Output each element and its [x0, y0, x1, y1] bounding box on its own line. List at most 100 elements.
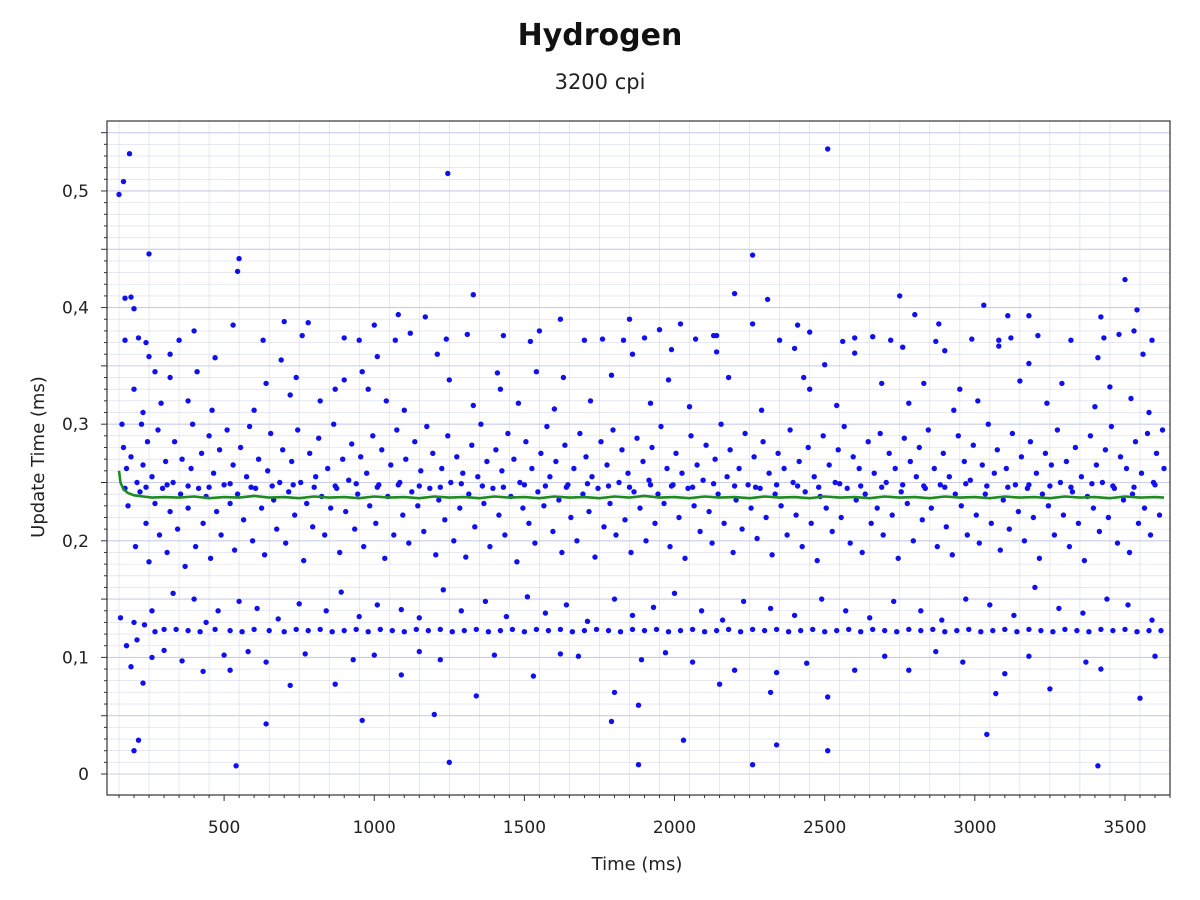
data-point: [799, 543, 805, 550]
data-point: [430, 450, 436, 456]
data-point: [307, 450, 313, 456]
data-point: [997, 547, 1003, 553]
data-point: [1078, 474, 1085, 480]
data-point: [629, 626, 636, 633]
data-point: [545, 627, 552, 634]
data-point: [834, 402, 840, 409]
data-point: [227, 627, 233, 634]
data-point: [825, 748, 831, 754]
data-point: [533, 626, 540, 633]
data-point: [607, 500, 613, 507]
data-point: [473, 626, 479, 633]
data-point: [310, 524, 316, 530]
data-point: [798, 627, 804, 634]
data-point: [758, 407, 765, 413]
data-point: [505, 430, 511, 437]
data-point: [446, 759, 452, 765]
data-point: [918, 608, 924, 614]
data-point: [424, 423, 430, 430]
data-point: [523, 439, 529, 445]
data-point: [167, 374, 173, 381]
data-point: [185, 627, 191, 634]
data-point: [1012, 482, 1019, 488]
data-point: [715, 491, 721, 497]
data-point: [736, 465, 742, 472]
data-point: [443, 336, 449, 342]
data-point: [538, 450, 544, 456]
data-point: [1134, 307, 1140, 313]
y-tick-label: 0,1: [62, 648, 89, 668]
data-point: [520, 505, 526, 511]
data-point: [499, 468, 505, 474]
data-point: [1134, 629, 1140, 635]
data-point: [236, 598, 242, 605]
data-point: [392, 337, 398, 343]
data-point: [713, 349, 720, 355]
data-point: [364, 470, 370, 476]
data-point: [140, 409, 146, 416]
data-point: [900, 482, 906, 488]
data-point: [1122, 626, 1128, 633]
data-point: [963, 481, 969, 487]
data-layer: [116, 146, 1167, 769]
data-point: [246, 423, 253, 430]
data-point: [1156, 512, 1163, 518]
data-point: [341, 335, 347, 341]
data-point: [785, 629, 792, 635]
data-point: [1146, 409, 1152, 416]
data-point: [143, 339, 149, 346]
data-point: [1144, 430, 1151, 437]
data-point: [1057, 479, 1064, 486]
data-point: [359, 369, 365, 375]
data-point: [634, 435, 640, 441]
data-point: [356, 613, 362, 620]
data-point: [1114, 540, 1121, 546]
y-tick-label: 0: [78, 765, 89, 785]
data-point: [1099, 479, 1106, 486]
data-point: [292, 512, 298, 518]
data-point: [371, 322, 377, 328]
x-tick-label: 1000: [353, 818, 396, 838]
data-point: [1026, 360, 1032, 367]
data-point: [473, 693, 479, 699]
data-point: [763, 514, 769, 521]
data-point: [258, 505, 265, 511]
data-point: [427, 485, 433, 491]
data-point: [835, 447, 841, 453]
data-point: [575, 653, 582, 659]
data-point: [928, 505, 934, 511]
data-point: [841, 423, 847, 430]
data-point: [791, 612, 798, 619]
data-point: [526, 520, 532, 526]
data-point: [868, 520, 874, 526]
data-point: [440, 587, 446, 593]
data-point: [877, 430, 883, 437]
data-point: [731, 483, 738, 489]
data-point: [1069, 489, 1076, 495]
data-point: [1110, 627, 1116, 634]
data-point: [749, 252, 756, 258]
data-point: [625, 470, 631, 476]
data-point: [185, 483, 191, 489]
data-point: [134, 637, 140, 643]
data-point: [810, 626, 816, 633]
data-point: [781, 465, 787, 472]
data-point: [323, 608, 329, 614]
data-point: [689, 484, 696, 490]
data-point: [1072, 444, 1079, 451]
data-point: [847, 540, 853, 546]
data-point: [216, 447, 223, 453]
data-point: [930, 626, 936, 633]
data-point: [764, 296, 771, 303]
data-point: [131, 386, 137, 392]
data-point: [563, 602, 570, 608]
data-point: [900, 344, 906, 350]
data-point: [664, 465, 670, 472]
data-point: [1147, 532, 1154, 538]
data-point: [185, 505, 191, 511]
y-tick-label: 0,4: [62, 299, 89, 319]
data-point: [125, 503, 131, 509]
data-point: [656, 327, 663, 333]
data-point: [152, 629, 158, 635]
data-point: [796, 458, 802, 465]
